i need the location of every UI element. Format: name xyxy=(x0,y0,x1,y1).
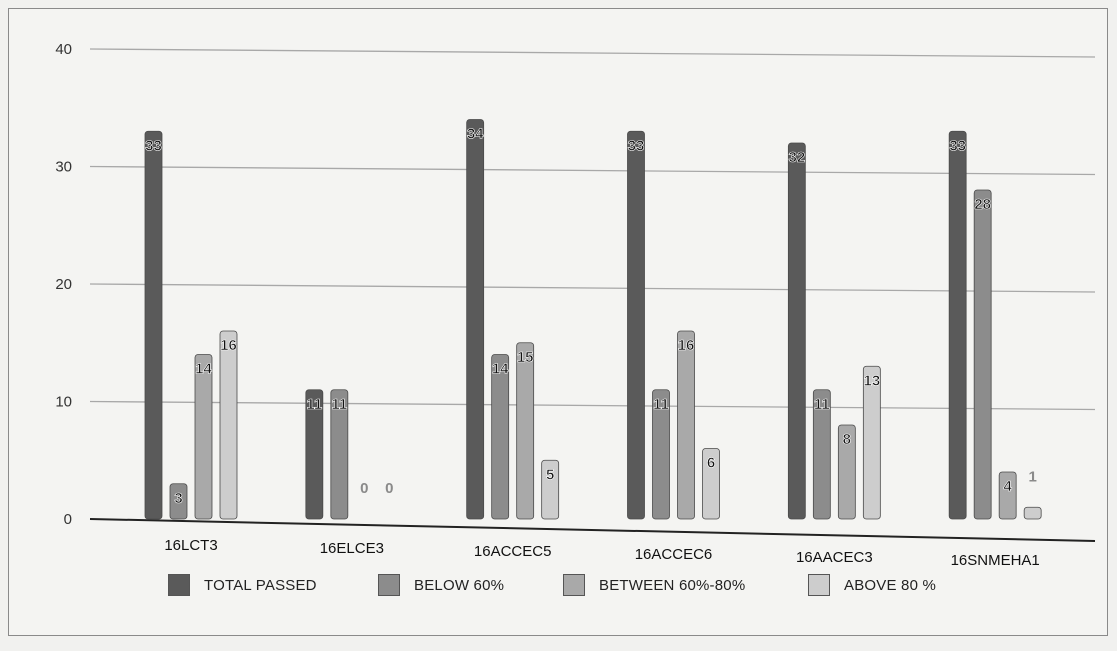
bar xyxy=(948,130,967,520)
legend-label: BELOW 60% xyxy=(414,576,505,594)
gridline xyxy=(89,48,1096,58)
bar xyxy=(491,354,510,520)
legend-swatch xyxy=(808,574,830,596)
x-tick-label: 16LCT3 xyxy=(164,537,217,554)
data-label: 15 xyxy=(517,349,534,366)
data-label: 11 xyxy=(653,396,669,413)
x-tick-label: 16AACEC3 xyxy=(796,549,873,566)
x-tick-label: 16SNMEHA1 xyxy=(951,552,1040,569)
legend-item-between-60-80: BETWEEN 60%-80% xyxy=(563,574,745,596)
y-tick-label: 40 xyxy=(55,41,72,58)
y-tick-label: 20 xyxy=(55,276,72,293)
data-label: 32 xyxy=(788,149,805,166)
bar xyxy=(837,424,856,520)
x-tick-label: 16ELCE3 xyxy=(320,540,384,557)
y-tick-label: 0 xyxy=(64,511,72,528)
data-label: 3 xyxy=(174,490,182,507)
bar xyxy=(627,130,645,520)
data-label: 34 xyxy=(467,126,484,143)
bar xyxy=(702,448,720,520)
bar xyxy=(305,389,324,520)
data-label: 11 xyxy=(814,396,830,413)
legend: TOTAL PASSED BELOW 60% BETWEEN 60%-80% A… xyxy=(168,574,988,614)
legend-label: BETWEEN 60%-80% xyxy=(599,576,746,594)
data-label: 0 xyxy=(385,480,393,497)
legend-swatch xyxy=(168,574,190,596)
data-label: 13 xyxy=(863,372,880,389)
bar xyxy=(169,483,188,520)
legend-item-below-60: BELOW 60% xyxy=(378,574,504,596)
legend-swatch xyxy=(563,574,585,596)
chart-frame xyxy=(8,8,1108,636)
bar xyxy=(194,354,213,520)
bar xyxy=(144,130,163,520)
y-tick-label: 30 xyxy=(55,159,72,176)
bar xyxy=(973,189,992,520)
data-label: 33 xyxy=(949,137,966,154)
bar xyxy=(466,119,485,520)
bar xyxy=(541,459,560,520)
bar xyxy=(652,389,670,520)
x-axis-line xyxy=(89,518,1096,542)
gridline xyxy=(89,400,1096,411)
bar xyxy=(1023,506,1042,520)
data-label: 14 xyxy=(195,361,212,378)
data-label: 14 xyxy=(492,361,509,378)
legend-swatch xyxy=(378,574,400,596)
data-label: 8 xyxy=(843,431,851,448)
data-label: 16 xyxy=(220,337,237,354)
legend-item-total-passed: TOTAL PASSED xyxy=(168,574,317,596)
data-label: 33 xyxy=(628,137,645,154)
bar xyxy=(998,471,1017,520)
bar xyxy=(812,389,831,520)
legend-label: ABOVE 80 % xyxy=(844,576,937,594)
bar xyxy=(677,330,695,520)
data-label: 5 xyxy=(546,466,554,483)
bar xyxy=(219,330,238,520)
data-label: 11 xyxy=(331,396,347,413)
gridline xyxy=(89,165,1096,176)
data-label: 16 xyxy=(678,337,695,354)
bar xyxy=(862,365,881,520)
bar xyxy=(516,342,535,520)
bar xyxy=(787,142,806,520)
data-label: 28 xyxy=(974,196,991,213)
legend-label: TOTAL PASSED xyxy=(204,576,317,594)
bar xyxy=(330,389,349,520)
data-label: 11 xyxy=(306,396,322,413)
y-tick-label: 10 xyxy=(55,394,72,411)
x-tick-label: 16ACCEC6 xyxy=(635,546,713,563)
data-label: 4 xyxy=(1003,478,1012,495)
data-label: 6 xyxy=(707,455,715,472)
data-label: 1 xyxy=(1028,468,1036,485)
x-tick-label: 16ACCEC5 xyxy=(474,543,552,560)
gridline xyxy=(89,283,1096,293)
data-label: 33 xyxy=(145,137,162,154)
data-label: 0 xyxy=(360,480,368,497)
legend-item-above-80: ABOVE 80 % xyxy=(808,574,936,596)
